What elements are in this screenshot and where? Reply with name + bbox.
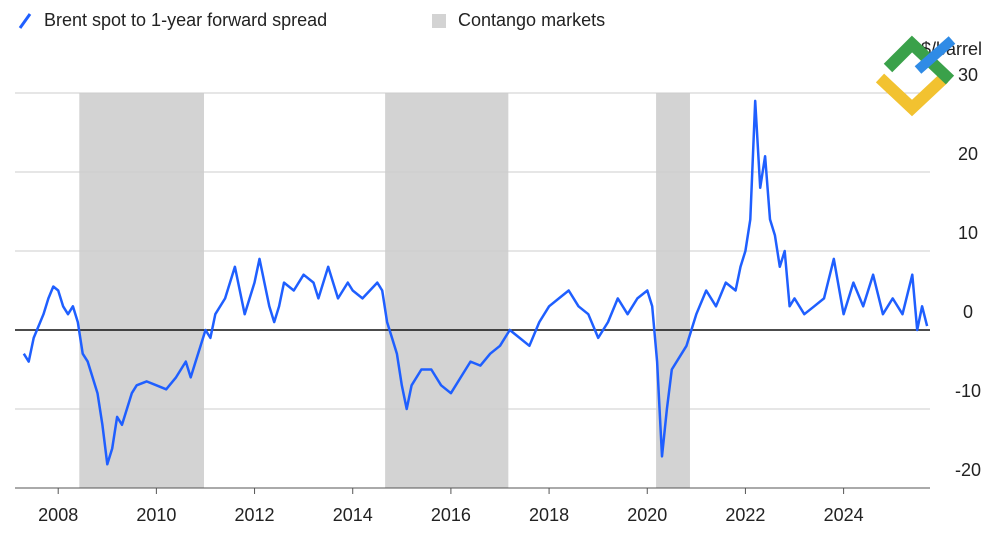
spread-line	[22, 99, 929, 466]
y-tick-label: 30	[958, 65, 978, 85]
legend-label: Contango markets	[458, 10, 605, 30]
x-tick-label: 2018	[529, 505, 569, 525]
legend-label: Brent spot to 1-year forward spread	[44, 10, 327, 30]
contango-region	[385, 93, 509, 488]
x-tick-label: 2016	[431, 505, 471, 525]
contango-region	[656, 93, 690, 488]
y-tick-label: -10	[955, 381, 981, 401]
y-tick-label: 20	[958, 144, 978, 164]
x-tick-label: 2022	[725, 505, 765, 525]
legend-line-swatch	[18, 13, 32, 29]
x-tick-label: 2008	[38, 505, 78, 525]
contango-region	[79, 93, 204, 488]
x-tick-label: 2010	[136, 505, 176, 525]
legend-region-swatch	[432, 14, 446, 28]
y-tick-label: -20	[955, 460, 981, 480]
x-tick-label: 2020	[627, 505, 667, 525]
x-tick-label: 2014	[333, 505, 373, 525]
logo	[875, 35, 956, 117]
x-tick-label: 2012	[235, 505, 275, 525]
x-tick-label: 2024	[824, 505, 864, 525]
y-tick-label: 0	[963, 302, 973, 322]
y-tick-label: 10	[958, 223, 978, 243]
